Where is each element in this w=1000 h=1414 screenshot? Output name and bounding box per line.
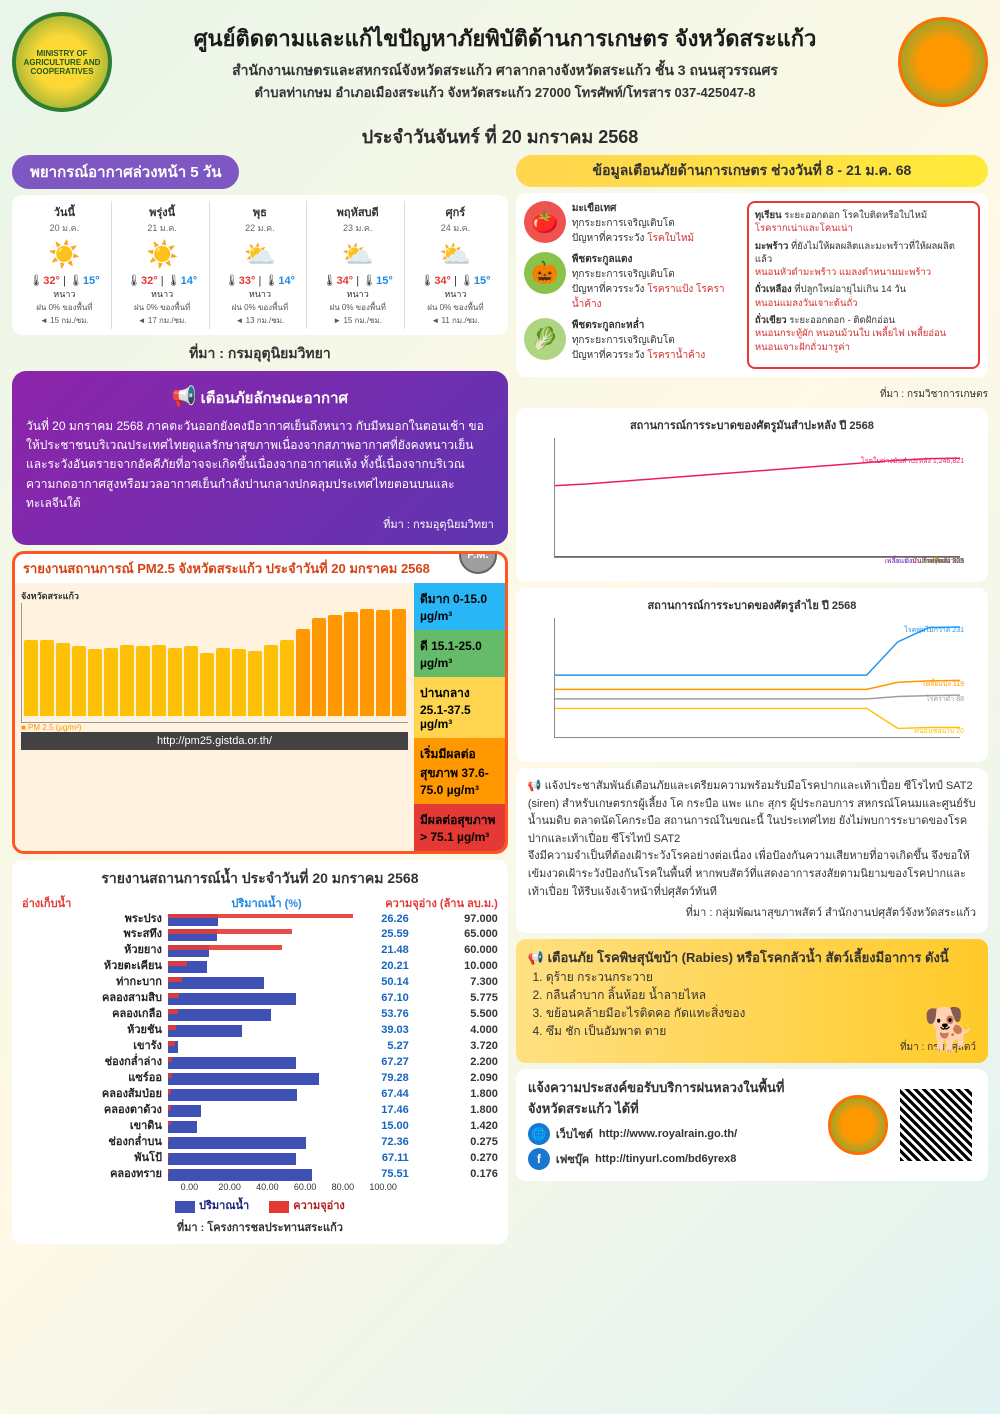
facebook-icon: f — [528, 1148, 550, 1170]
qr-code — [896, 1085, 976, 1165]
water-row: ห้วยชัน 39.034.000 — [22, 1023, 498, 1039]
ag-warn-source: ที่มา : กรมวิชาการเกษตร — [516, 387, 988, 402]
logo-left: MINISTRY OF AGRICULTURE AND COOPERATIVES — [12, 12, 112, 112]
water-row: คลองส้มป่อย 67.441.800 — [22, 1087, 498, 1103]
longan-chart-box: สถานการณ์การระบาดของศัตรูลำไย ปี 2568 โร… — [516, 588, 988, 762]
forecast-day: พุธ22 ม.ค. ⛅ 🌡33° | 🌡14° หนาวฝน 0% ของพื… — [214, 201, 308, 329]
logo-right — [898, 17, 988, 107]
water-row: แซร์ออ 79.282.090 — [22, 1071, 498, 1087]
forecast-day: พรุ่งนี้21 ม.ค. ☀️ 🌡32° | 🌡14° หนาวฝน 0%… — [116, 201, 210, 329]
water-row: คลองเกลือ 53.765.500 — [22, 1007, 498, 1023]
water-row: พันโป้ 67.110.270 — [22, 1151, 498, 1167]
header: MINISTRY OF AGRICULTURE AND COOPERATIVES… — [12, 12, 988, 112]
pm25-chart — [21, 603, 408, 723]
water-row: พระสทึง 25.5965.000 — [22, 927, 498, 943]
forecast-day: พฤหัสบดี23 ม.ค. ⛅ 🌡34° | 🌡15° หนาวฝน 0% … — [311, 201, 405, 329]
weather-warning-body: วันที่ 20 มกราคม 2568 ภาคตะวันออกยังคงมี… — [26, 417, 494, 513]
forecast-day: วันนี้20 ม.ค. ☀️ 🌡32° | 🌡15° หนาวฝน 0% ข… — [18, 201, 112, 329]
dog-icon: 🐕 — [924, 1006, 976, 1055]
water-row: คลองสามสิบ 67.105.775 — [22, 991, 498, 1007]
pm25-box: P.M. รายงานสถานการณ์ PM2.5 จังหวัดสระแก้… — [12, 551, 508, 854]
water-row: ช่องกล่ำบน 72.360.275 — [22, 1135, 498, 1151]
weather-warning-box: 📢เตือนภัยลักษณะอากาศ วันที่ 20 มกราคม 25… — [12, 371, 508, 545]
water-row: เขารัง 5.273.720 — [22, 1039, 498, 1055]
water-row: คลองตาด้วง 17.461.800 — [22, 1103, 498, 1119]
globe-icon: 🌐 — [528, 1123, 550, 1145]
water-row: ห้วยตะเคียน 20.2110.000 — [22, 959, 498, 975]
water-row: ช่องกล่ำล่าง 67.272.200 — [22, 1055, 498, 1071]
rain-request-box: แจ้งความประสงค์ขอรับบริการฝนหลวงในพื้นที… — [516, 1069, 988, 1181]
cassava-chart-box: สถานการณ์การระบาดของศัตรูมันสำปะหลัง ปี … — [516, 408, 988, 582]
rain-logo — [828, 1095, 888, 1155]
page-title: ศูนย์ติดตามและแก้ไขปัญหาภัยพิบัติด้านการ… — [124, 21, 886, 56]
rabies-box: 📢 เตือนภัย โรคพิษสุนัขบ้า (Rabies) หรือโ… — [516, 939, 988, 1063]
forecast-day: ศุกร์24 ม.ค. ⛅ 🌡34° | 🌡15° หนาวฝน 0% ของ… — [409, 201, 502, 329]
water-title: รายงานสถานการณ์น้ำ ประจำวันที่ 20 มกราคม… — [22, 868, 498, 890]
subtitle-1: สำนักงานเกษตรและสหกรณ์จังหวัดสระแก้ว ศาล… — [124, 60, 886, 82]
pm25-url[interactable]: http://pm25.gistda.or.th/ — [21, 732, 408, 750]
pm25-title: รายงานสถานการณ์ PM2.5 จังหวัดสระแก้ว ประ… — [15, 554, 505, 583]
pm25-legend: ดีมาก 0-15.0 µg/m³ดี 15.1-25.0 µg/m³ปานก… — [414, 583, 505, 851]
forecast-pill: พยากรณ์อากาศล่วงหน้า 5 วัน — [12, 155, 239, 189]
ag-warn-box: 🍅มะเขือเทศทุกระยะการเจริญเติบโตปัญหาที่ค… — [516, 193, 988, 377]
water-row: คลองทราย 75.510.176 — [22, 1167, 498, 1183]
weather-warning-source: ที่มา : กรมอุตุนิยมวิทยา — [26, 517, 494, 535]
water-row: ห้วยยาง 21.4860.000 — [22, 943, 498, 959]
report-date: ประจำวันจันทร์ ที่ 20 มกราคม 2568 — [12, 122, 988, 151]
forecast-box: วันนี้20 ม.ค. ☀️ 🌡32° | 🌡15° หนาวฝน 0% ข… — [12, 195, 508, 335]
subtitle-2: ตำบลท่าเกษม อำเภอเมืองสระแก้ว จังหวัดสระ… — [124, 82, 886, 103]
sat2-notice: 📢 แจ้งประชาสัมพันธ์เตือนภัยและเตรียมความ… — [516, 768, 988, 933]
water-row: พระปรง 26.2697.000 — [22, 912, 498, 928]
water-source: ที่มา : โครงการชลประทานสระแก้ว — [22, 1218, 498, 1236]
megaphone-icon: 📢 — [172, 386, 197, 408]
water-row: ท่ากะบาก 50.147.300 — [22, 975, 498, 991]
forecast-source: ที่มา : กรมอุตุนิยมวิทยา — [12, 343, 508, 365]
ag-warn-pill: ข้อมูลเตือนภัยด้านการเกษตร ช่วงวันที่ 8 … — [516, 155, 988, 187]
water-row: เขาดิน 15.001.420 — [22, 1119, 498, 1135]
water-box: รายงานสถานการณ์น้ำ ประจำวันที่ 20 มกราคม… — [12, 860, 508, 1245]
